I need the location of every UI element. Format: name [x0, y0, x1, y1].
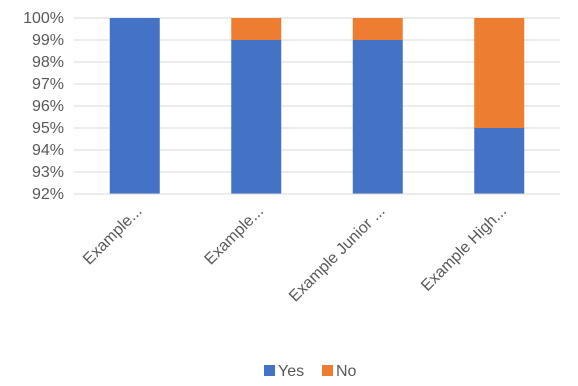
legend-swatch-yes: [264, 365, 275, 376]
legend-label-yes: Yes: [278, 363, 304, 380]
bar-no: [474, 18, 525, 128]
bar-no: [352, 18, 403, 40]
y-tick-label: 96%: [32, 98, 64, 115]
bar-yes: [474, 128, 525, 194]
y-tick-label: 95%: [32, 120, 64, 137]
y-tick-label: 94%: [32, 142, 64, 159]
legend-swatch-no: [322, 365, 333, 376]
y-tick-label: 93%: [32, 164, 64, 181]
x-tick-label: Example High...: [418, 203, 510, 295]
y-tick-label: 99%: [32, 32, 64, 49]
bars: [109, 18, 525, 194]
y-axis: 92% 93% 94% 95% 96% 97% 98% 99% 100%: [23, 10, 64, 203]
x-tick-label: Example...: [80, 203, 145, 268]
y-tick-label: 92%: [32, 186, 64, 203]
x-axis: Example... Example... Example Junior ... Ex…: [74, 193, 560, 306]
x-tick-label: Example Junior ...: [286, 203, 389, 306]
x-tick-label: Example...: [202, 203, 267, 268]
y-tick-label: 98%: [32, 54, 64, 71]
legend: Yes No: [264, 363, 357, 380]
bar-yes: [352, 40, 403, 194]
y-tick-label: 100%: [23, 10, 64, 27]
y-tick-label: 97%: [32, 76, 64, 93]
bar-yes: [231, 40, 282, 194]
bar-yes: [109, 18, 160, 194]
legend-label-no: No: [336, 363, 357, 380]
bar-no: [231, 18, 282, 40]
